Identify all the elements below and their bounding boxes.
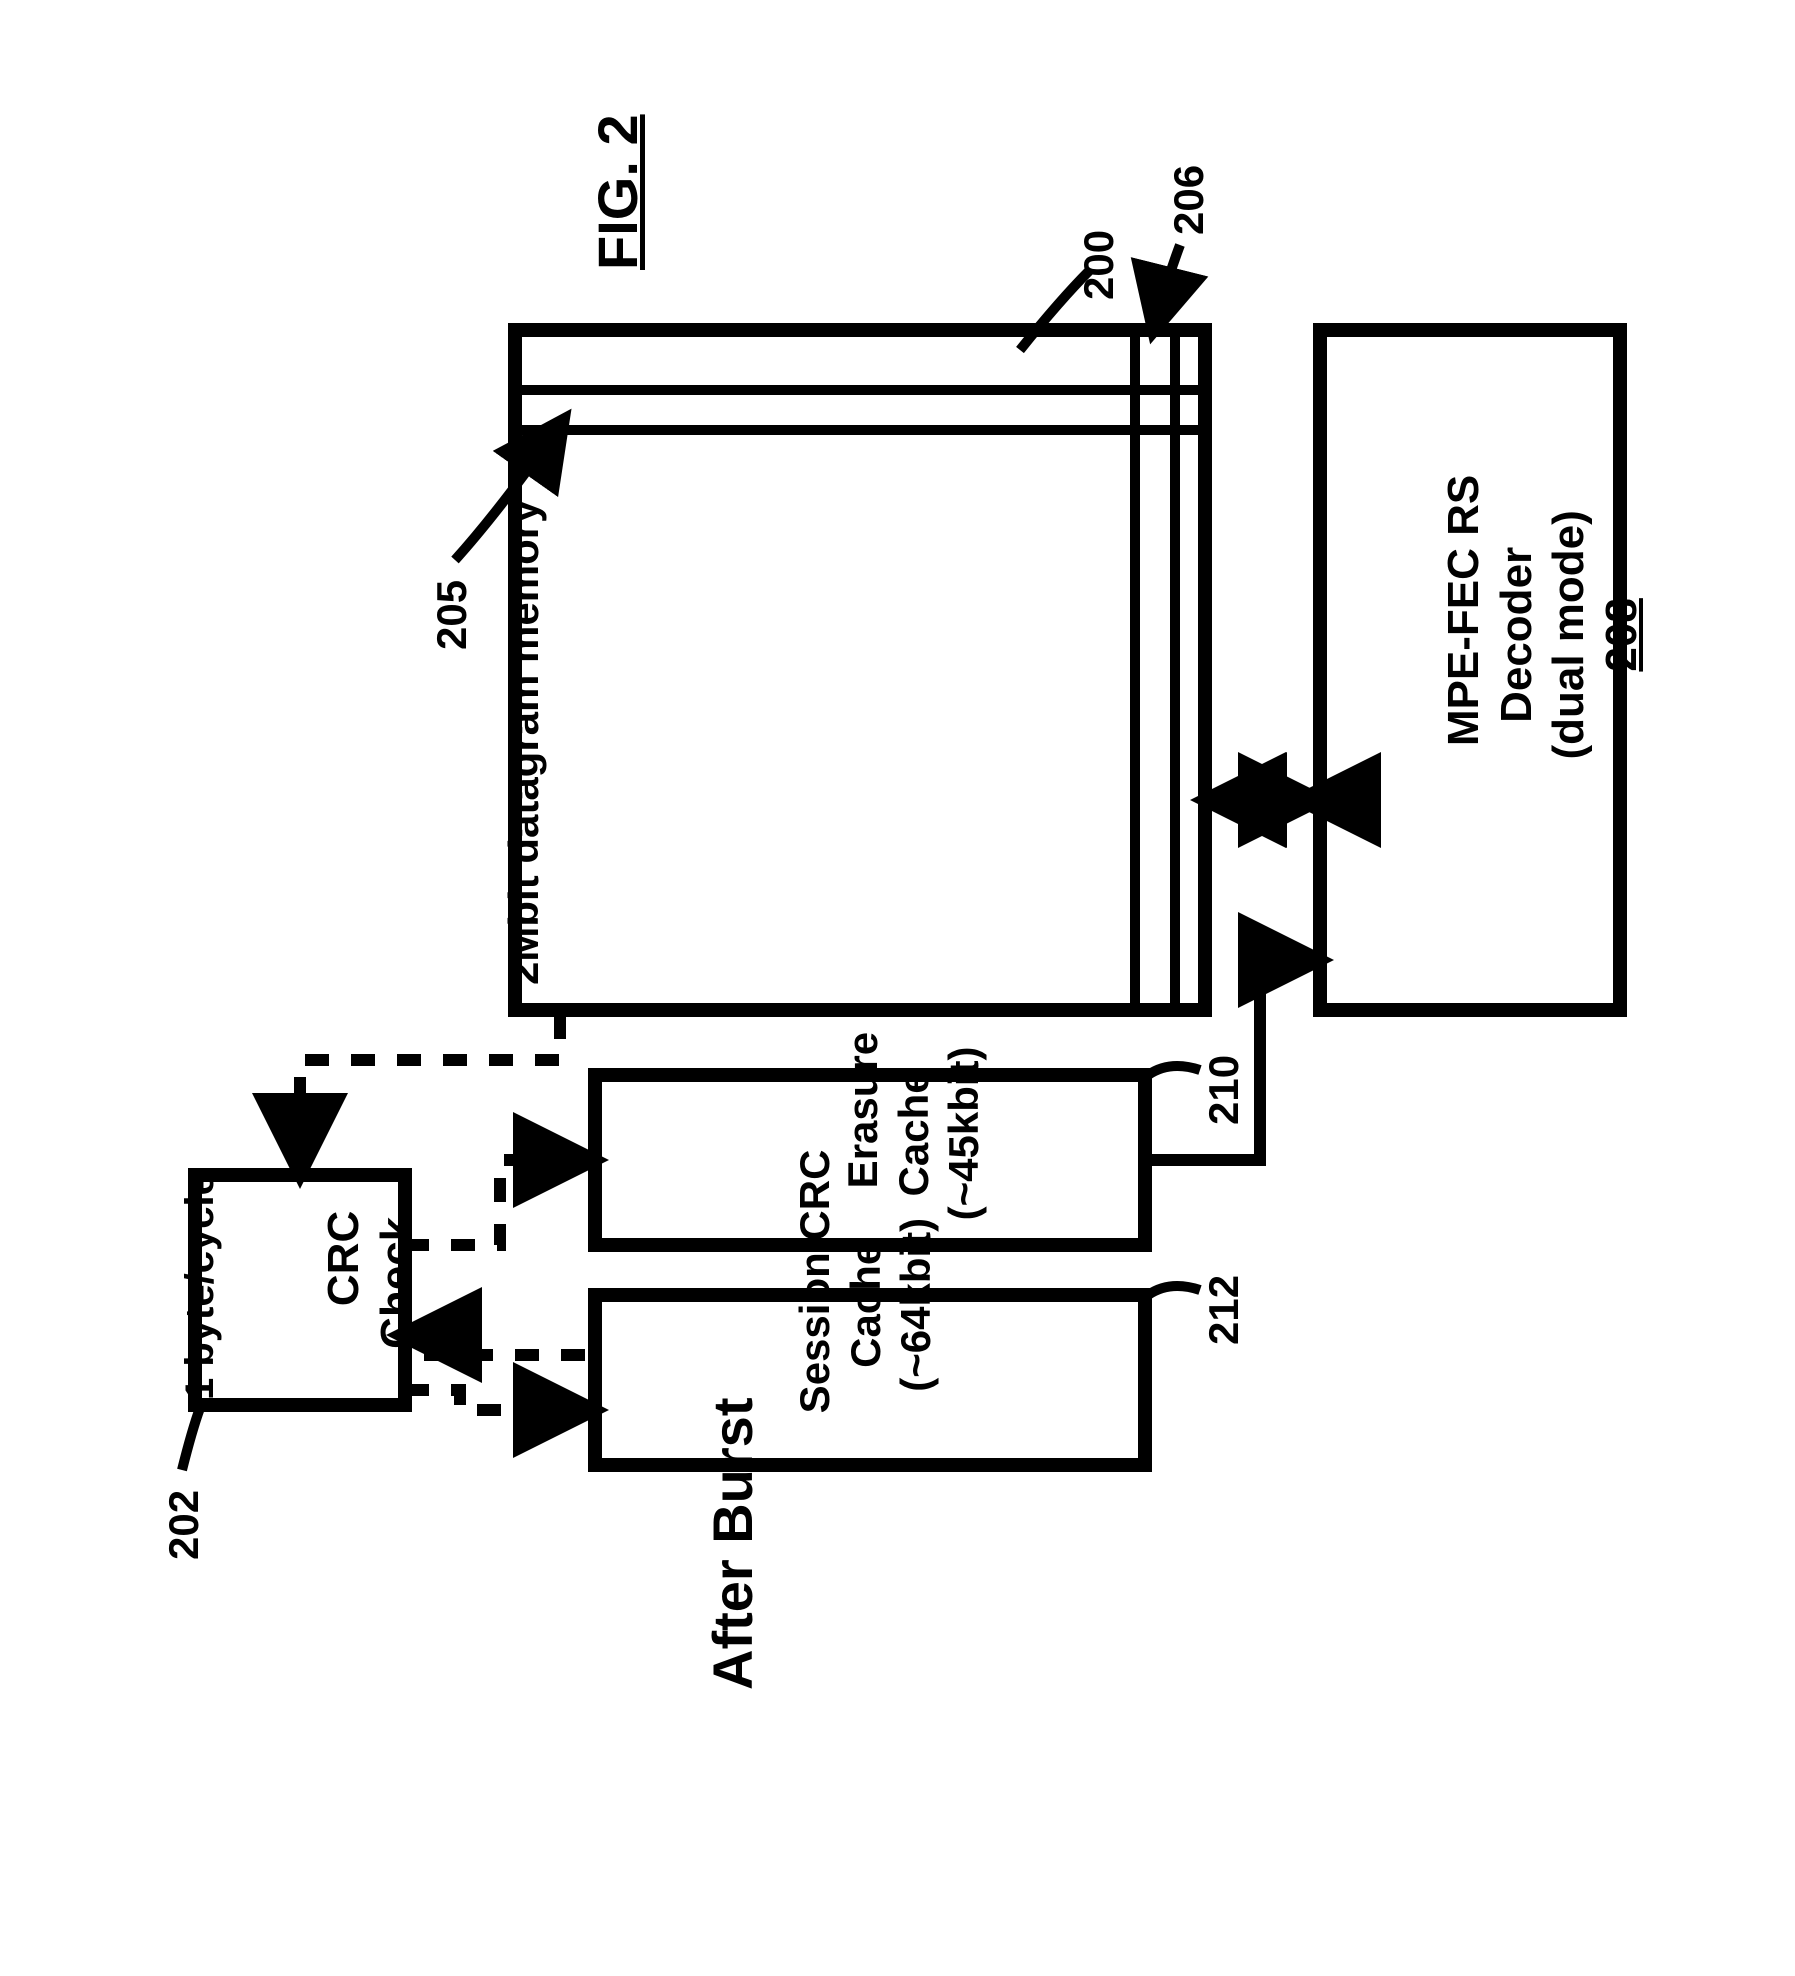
leader-202 bbox=[182, 1408, 200, 1470]
decoder-label: MPE-FEC RS Decoder (dual mode) 208 bbox=[1385, 475, 1702, 795]
figure-caption: After Burst bbox=[700, 1398, 765, 1690]
session-l1: Session CRC bbox=[791, 1150, 838, 1414]
crc-line1: CRC bbox=[319, 1211, 368, 1306]
ref-200: 200 bbox=[1075, 230, 1123, 300]
session-l3: (~64kbit) bbox=[892, 1218, 939, 1392]
memory-block bbox=[515, 330, 1205, 1010]
arrow-crc-session-in bbox=[405, 1390, 585, 1410]
ref-212: 212 bbox=[1200, 1275, 1248, 1345]
ref-210: 210 bbox=[1200, 1055, 1248, 1125]
diagram-page: FIG. 2 bbox=[0, 0, 1795, 1976]
arrow-memory-crc bbox=[300, 1015, 560, 1165]
ref-206: 206 bbox=[1165, 165, 1213, 235]
decoder-l3: (dual mode) bbox=[1544, 510, 1593, 759]
session-label: Session CRC Cache (~64kbit) bbox=[740, 1150, 992, 1460]
crc-check-label: CRC Check bbox=[265, 1211, 476, 1355]
decoder-l2: Decoder bbox=[1492, 547, 1541, 723]
session-l2: Cache bbox=[842, 1242, 889, 1368]
ref-202: 202 bbox=[160, 1490, 208, 1560]
crc-line2: Check bbox=[372, 1217, 421, 1349]
leader-210 bbox=[1148, 1066, 1200, 1075]
ref-208: 208 bbox=[1597, 598, 1646, 671]
leader-212 bbox=[1148, 1286, 1200, 1295]
ref-205: 205 bbox=[428, 580, 476, 650]
crc-annotation: 1 byte/cycle bbox=[178, 1173, 223, 1400]
diagram-svg bbox=[0, 0, 1795, 1976]
leader-206 bbox=[1155, 245, 1180, 325]
memory-annotation: 2Mbit datagram memory bbox=[500, 500, 548, 985]
decoder-l1: MPE-FEC RS bbox=[1439, 475, 1488, 746]
